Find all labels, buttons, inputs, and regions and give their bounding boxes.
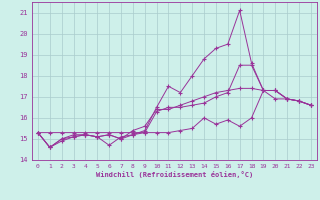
X-axis label: Windchill (Refroidissement éolien,°C): Windchill (Refroidissement éolien,°C) [96, 171, 253, 178]
